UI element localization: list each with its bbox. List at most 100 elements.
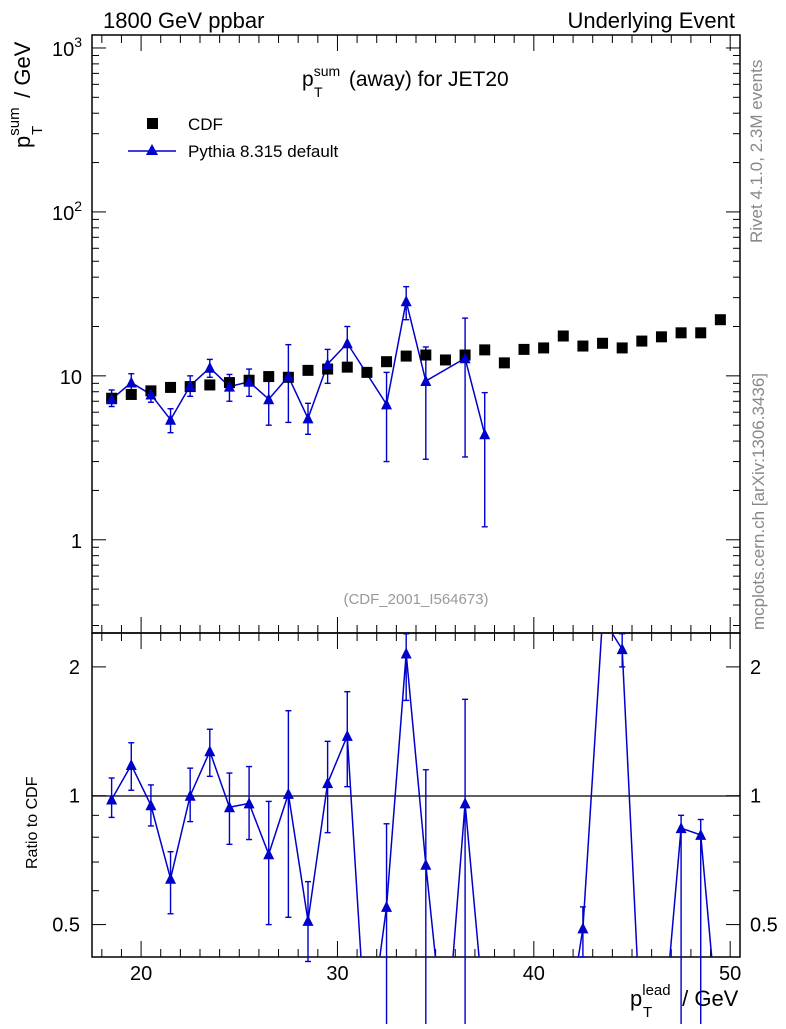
main-y-axis-label: psum T / GeV xyxy=(6,41,46,148)
cdf-point xyxy=(302,364,314,376)
cdf-point xyxy=(479,344,491,356)
cdf-point xyxy=(439,354,451,366)
pythia-point xyxy=(263,393,275,405)
legend-pythia-label: Pythia 8.315 default xyxy=(188,142,339,161)
cdf-point xyxy=(714,314,726,326)
main-panel: 1 10 102 103 psum T (away) for JET20 psum T /… xyxy=(6,34,741,634)
x-axis-label: plead T / GeV xyxy=(630,982,739,1021)
cdf-point xyxy=(655,331,667,343)
pythia-point xyxy=(322,358,334,370)
cdf-point xyxy=(400,350,412,362)
ratio-y-ticks: 0.5 0.5 1 1 2 2 xyxy=(52,657,778,937)
pythia-point xyxy=(400,295,412,307)
ratio-panel: 0.5 0.5 1 1 2 2 20 30 40 50 Ratio to CDF plead T … xyxy=(24,632,778,1029)
ratio-point xyxy=(145,799,157,811)
ratio-y-tick-label-right: 1 xyxy=(750,786,761,808)
ratio-y-tick-label-left: 0.5 xyxy=(52,915,80,937)
cdf-point xyxy=(204,379,216,391)
main-data xyxy=(106,285,726,528)
ratio-point xyxy=(204,745,216,757)
pythia-point xyxy=(204,361,216,373)
pythia-point xyxy=(282,370,294,382)
ratio-point xyxy=(420,858,432,870)
legend-pythia-marker xyxy=(146,144,158,155)
ratio-point xyxy=(223,801,235,813)
plot-title: psum T (away) for JET20 xyxy=(302,63,509,100)
ratio-series-line xyxy=(110,633,713,957)
cdf-point xyxy=(597,337,609,349)
cdf-point xyxy=(263,371,275,383)
ratio-point xyxy=(341,729,353,741)
cdf-point xyxy=(636,335,648,347)
pythia-point xyxy=(341,337,353,349)
ratio-y-axis-label: Ratio to CDF xyxy=(24,776,41,869)
pythia-point xyxy=(243,375,255,387)
pythia-point xyxy=(165,413,177,425)
ratio-point xyxy=(282,787,294,799)
cdf-point xyxy=(361,366,373,378)
rivet-version-label: Rivet 4.1.0, 2.3M events xyxy=(747,60,766,243)
cdf-point xyxy=(125,388,137,400)
ratio-point xyxy=(695,828,707,840)
ratio-point xyxy=(165,872,177,884)
x-tick-label: 30 xyxy=(326,963,348,985)
ratio-y-tick-label-right: 2 xyxy=(750,657,761,679)
ratio-point xyxy=(400,647,412,659)
header-right: Underlying Event xyxy=(567,8,735,33)
y-tick-label: 102 xyxy=(52,198,82,225)
header-left: 1800 GeV ppbar xyxy=(103,8,264,33)
x-tick-label: 40 xyxy=(523,963,545,985)
cdf-point xyxy=(675,327,687,339)
x-tick-label: 20 xyxy=(130,963,152,985)
cdf-point xyxy=(420,349,432,361)
cdf-point xyxy=(381,356,393,368)
pythia-point xyxy=(459,352,471,364)
ratio-point xyxy=(459,797,471,809)
pythia-point xyxy=(184,379,196,391)
pythia-point xyxy=(302,412,314,424)
pythia-point xyxy=(381,398,393,410)
cdf-point xyxy=(498,357,510,369)
y-tick-label: 1 xyxy=(71,531,82,553)
ratio-point xyxy=(675,822,687,834)
cdf-point xyxy=(577,340,589,352)
pythia-point xyxy=(420,375,432,387)
ratio-y-tick-label-left: 2 xyxy=(69,657,80,679)
y-tick-label: 10 xyxy=(60,367,82,389)
cdf-point xyxy=(341,361,353,373)
pythia-series-line xyxy=(111,301,486,435)
ratio-point xyxy=(322,777,334,789)
legend: CDF Pythia 8.315 default xyxy=(128,115,339,161)
ratio-point xyxy=(263,848,275,860)
cdf-point xyxy=(616,342,628,354)
pythia-point xyxy=(125,376,137,388)
cdf-point xyxy=(518,343,530,355)
ratio-point xyxy=(106,793,118,805)
reference-analysis-label: (CDF_2001_I564673) xyxy=(343,591,488,608)
ratio-point xyxy=(381,900,393,912)
cdf-point xyxy=(557,330,569,342)
ratio-data xyxy=(106,633,713,1029)
y-tick-label: 103 xyxy=(52,34,82,61)
ratio-point xyxy=(125,758,137,770)
ratio-point xyxy=(616,643,628,655)
ratio-point xyxy=(302,914,314,926)
ratio-y-tick-label-left: 1 xyxy=(69,786,80,808)
pythia-point xyxy=(145,388,157,400)
ratio-point xyxy=(577,922,589,934)
ratio-y-tick-label-right: 0.5 xyxy=(750,915,778,937)
ratio-point xyxy=(243,797,255,809)
cdf-point xyxy=(538,342,550,354)
pythia-point xyxy=(106,393,118,405)
legend-cdf-marker xyxy=(147,118,158,129)
cdf-point xyxy=(165,381,177,393)
cdf-point xyxy=(695,327,707,339)
pythia-point xyxy=(223,380,235,392)
x-tick-label: 50 xyxy=(719,963,741,985)
ratio-point xyxy=(184,789,196,801)
pythia-point xyxy=(479,428,491,440)
main-y-ticks: 1 10 102 103 xyxy=(52,34,740,626)
main-x-ticks xyxy=(101,35,731,633)
legend-cdf-label: CDF xyxy=(188,115,223,134)
